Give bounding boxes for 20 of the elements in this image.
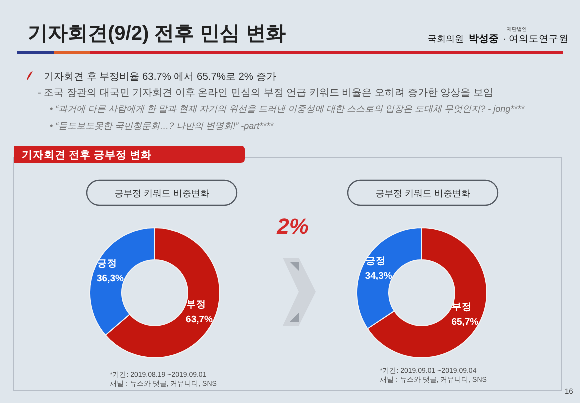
text: • “듣도보도못한 국민청문회…? 나만의 변명회!” -part****: [50, 121, 274, 131]
text: 기자회견 전후 긍부정 변화: [22, 150, 152, 162]
slice-label: 긍정: [97, 258, 118, 270]
text: 2%: [276, 214, 309, 239]
text: 기자회견(9/2) 전후 민심 변화: [28, 23, 286, 45]
slice-label: 긍정: [366, 256, 386, 267]
text: • “과거에 다른 사람에게 한 말과 현재 자기의 위선을 드러낸 이중성에 대한 스스로의 입장은 도대체 무엇인지? - jong****: [50, 104, 526, 114]
data-label: 34,3%: [365, 270, 393, 282]
chart-title: 긍부정 키워드 비중변화: [375, 188, 471, 198]
data-label: 63,7%: [186, 314, 214, 326]
slice-label: 부정: [452, 302, 472, 314]
text: 국회의원: [428, 34, 464, 44]
text: · 여의도연구원: [503, 34, 569, 45]
text: 박성중: [469, 34, 499, 45]
text: - 조국 장관의 대국민 기자회견 이후 온라인 민심의 부정 언급 키워드 비율은 오히려 증가한 양상을 보임: [38, 88, 494, 99]
data-label: 36,3%: [97, 274, 124, 285]
chart-title: 긍부정 키워드 비중변화: [114, 188, 210, 198]
data-label: 65,7%: [452, 317, 480, 328]
text: 기자회견 후 부정비율 63.7% 에서 65.7%로 2% 증가: [44, 72, 276, 83]
slice-label: 부정: [186, 299, 207, 310]
